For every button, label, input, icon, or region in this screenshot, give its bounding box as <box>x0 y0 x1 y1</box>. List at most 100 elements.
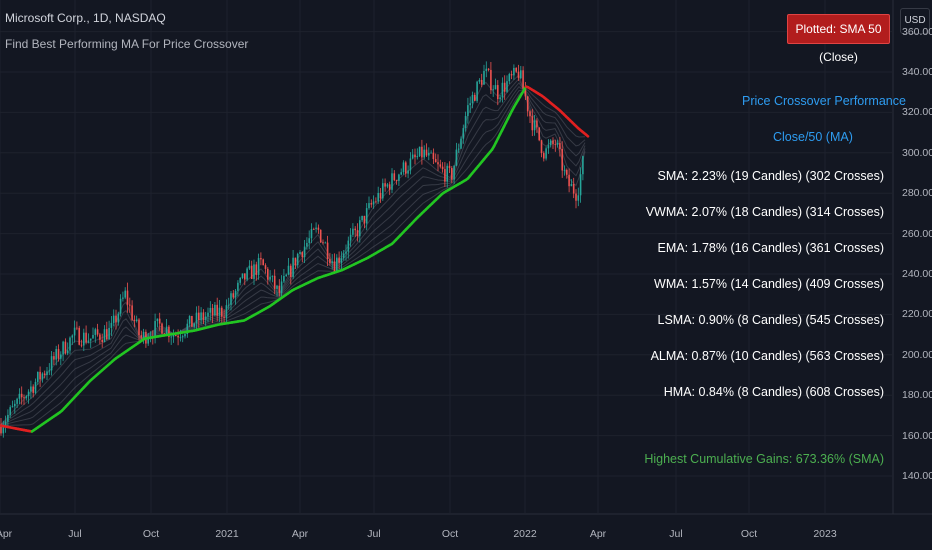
candle-body <box>147 338 149 344</box>
candle-body <box>239 278 241 283</box>
x-tick-label: Jul <box>669 528 683 540</box>
candle-body <box>331 261 333 264</box>
candle-body <box>434 159 437 163</box>
candle-body <box>69 337 71 351</box>
candle-body <box>57 349 60 359</box>
candle-body <box>39 371 41 380</box>
candle-body <box>418 146 421 157</box>
candle-body <box>561 148 563 171</box>
candle-body <box>439 164 442 167</box>
candle-body <box>244 273 246 280</box>
candle-body <box>310 229 313 239</box>
candle-body <box>140 335 143 338</box>
candle-body <box>71 335 74 338</box>
y-tick-label: 180.00 <box>902 389 932 402</box>
candle-body <box>471 94 474 104</box>
candle-body <box>112 315 115 323</box>
candle-body <box>269 276 271 280</box>
candle-body <box>89 338 92 341</box>
candle-body <box>338 257 340 263</box>
candle-body <box>540 140 543 154</box>
candle-body <box>195 312 198 324</box>
candle-body <box>478 79 481 82</box>
candle-body <box>513 67 515 76</box>
candle-body <box>345 251 347 254</box>
candle-body <box>430 152 432 154</box>
symbol-title: Microsoft Corp., 1D, NASDAQ <box>5 11 166 25</box>
currency-label[interactable]: USD <box>900 8 930 34</box>
candle-body <box>225 305 228 318</box>
x-tick-label: Oct <box>142 528 160 540</box>
candle-body <box>154 321 156 338</box>
table-title: Price Crossover Performance <box>742 94 906 108</box>
candle-body <box>409 158 412 171</box>
candle-body <box>101 339 103 343</box>
y-tick-label: 300.00 <box>902 146 932 159</box>
candle-body <box>303 246 306 258</box>
candle-body <box>441 166 444 170</box>
ma-line <box>0 88 586 426</box>
performance-row: HMA: 0.84% (8 Candles) (608 Crosses) <box>663 385 884 399</box>
candle-body <box>126 290 129 305</box>
candle-body <box>83 332 85 346</box>
candle-body <box>250 265 253 279</box>
candle-body <box>566 169 568 175</box>
candle-body <box>193 323 195 327</box>
candle-body <box>575 193 577 201</box>
candle-body <box>191 315 193 327</box>
candle-body <box>365 208 368 224</box>
candle-body <box>246 268 248 280</box>
candle-body <box>170 336 172 338</box>
candle-body <box>536 120 538 128</box>
performance-row: ALMA: 0.87% (10 Candles) (563 Crosses) <box>650 349 884 363</box>
candle-body <box>517 71 520 79</box>
candle-body <box>359 220 361 237</box>
candle-body <box>308 238 310 243</box>
candle-body <box>402 162 405 173</box>
candle-body <box>372 201 375 205</box>
candle-body <box>324 242 327 244</box>
candle-body <box>395 180 398 181</box>
candle-body <box>179 337 182 339</box>
candle-body <box>572 184 575 194</box>
candle-body <box>186 323 189 334</box>
candle-body <box>547 145 550 149</box>
candle-body <box>223 316 225 318</box>
x-tick-label: 2021 <box>215 528 239 540</box>
candle-body <box>356 230 359 237</box>
candle-body <box>501 82 504 98</box>
indicator-title[interactable]: Find Best Performing MA For Price Crosso… <box>5 37 249 51</box>
candle-body <box>103 329 106 343</box>
candle-body <box>543 153 545 159</box>
candle-body <box>428 152 430 156</box>
candle-body <box>474 94 476 101</box>
candle-body <box>234 290 237 298</box>
candle-body <box>515 67 517 72</box>
candle-body <box>347 240 350 252</box>
candle-body <box>200 312 202 320</box>
candle-body <box>271 275 274 277</box>
candle-body <box>352 228 354 235</box>
candle-body <box>453 165 455 180</box>
candle-body <box>161 323 163 334</box>
candle-body <box>563 169 566 171</box>
candle-body <box>363 215 366 224</box>
candle-body <box>184 333 186 337</box>
candle-body <box>37 371 39 382</box>
candle-body <box>568 174 570 187</box>
candle-body <box>92 334 94 339</box>
candle-body <box>62 341 64 355</box>
candle-body <box>467 105 469 116</box>
candle-body <box>43 373 46 375</box>
candle-body <box>34 381 37 393</box>
candle-body <box>181 336 184 338</box>
candle-body <box>273 275 276 289</box>
candle-body <box>78 327 80 345</box>
performance-row: EMA: 1.78% (16 Candles) (361 Crosses) <box>657 241 884 255</box>
candle-body <box>506 81 508 92</box>
y-tick-label: 260.00 <box>902 227 932 240</box>
candle-body <box>9 407 11 415</box>
candle-body <box>264 265 267 269</box>
